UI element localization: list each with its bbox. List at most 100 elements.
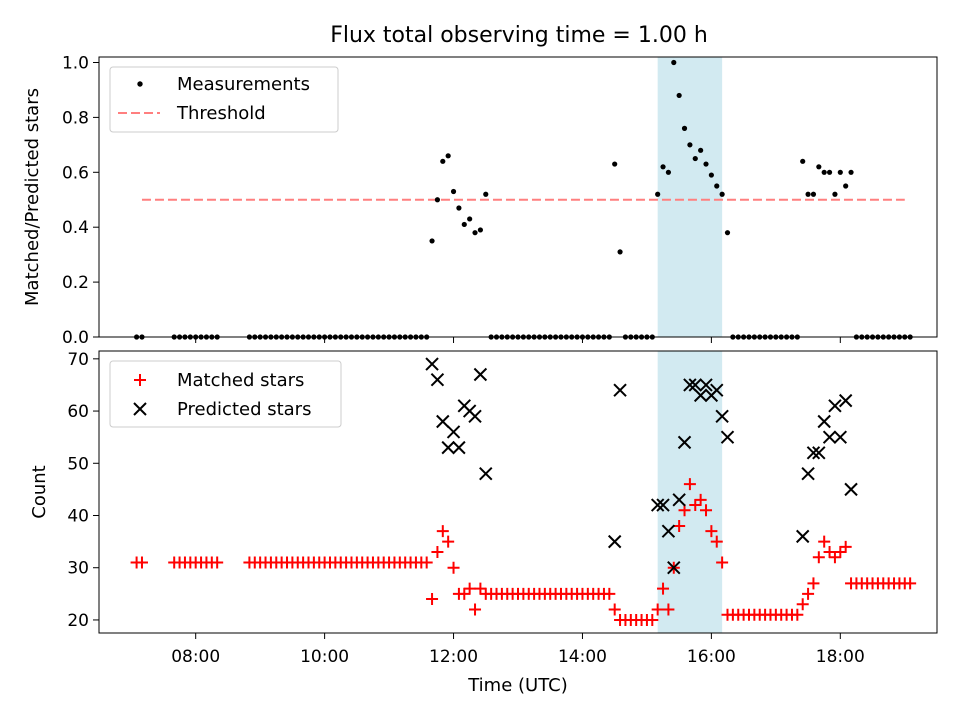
bottom-panel: 20 30 40 50 60 70 08:00 10:00 12:00 14:00 16:00 18… <box>29 350 938 696</box>
matched-star-point <box>420 556 433 569</box>
matched-star-point <box>135 556 148 569</box>
top-panel: 0.0 0.2 0.4 0.6 0.8 1.0 Matched/Predicted sta… <box>22 53 938 348</box>
top-axes-frame <box>98 56 938 338</box>
predicted-star-point <box>715 409 729 423</box>
matched-star-point <box>603 587 616 600</box>
predicted-star-point <box>833 430 848 444</box>
matched-star-point <box>431 546 444 559</box>
measurement-point <box>724 230 731 236</box>
predicted-star-point <box>795 529 810 544</box>
matched-star-point <box>791 608 804 621</box>
top-ytick-label: 0.4 <box>62 218 89 238</box>
bottom-marks <box>130 357 917 626</box>
matched-star-point <box>458 587 471 600</box>
matched-star-point <box>834 546 847 559</box>
top-yticks: 0.0 0.2 0.4 0.6 0.8 1.0 <box>62 53 99 348</box>
measurement-point <box>837 169 843 175</box>
predicted-star-point <box>441 440 455 455</box>
bottom-xtick-label: 16:00 <box>687 647 736 667</box>
matched-star-point <box>796 598 809 611</box>
matched-star-point <box>823 546 836 559</box>
bottom-ytick-label: 40 <box>67 507 89 527</box>
matched-star-point <box>673 519 686 532</box>
measurement-point <box>477 227 483 233</box>
predicted-star-point <box>430 373 445 387</box>
matched-star-point <box>662 603 675 616</box>
matched-star-point <box>689 499 702 512</box>
measurement-point <box>472 230 478 236</box>
legend-measurements-label: Measurements <box>177 74 310 95</box>
matched-star-point <box>426 593 439 606</box>
predicted-star-point <box>710 383 724 397</box>
matched-star-point <box>807 577 820 590</box>
legend-matched-marker <box>134 374 146 386</box>
predicted-star-point <box>720 430 735 444</box>
matched-star-point <box>904 577 917 590</box>
predicted-star-point <box>425 357 439 371</box>
legend-predicted-label: Predicted stars <box>177 399 311 420</box>
matched-star-point <box>646 613 659 626</box>
measurement-point <box>848 169 854 175</box>
measurement-point <box>612 161 618 167</box>
measurement-point <box>429 238 435 244</box>
matched-star-point <box>211 556 224 569</box>
measurement-point <box>434 197 441 203</box>
matched-star-point <box>463 582 476 595</box>
matched-star-point <box>705 525 718 538</box>
top-ylabel: Matched/Predicted stars <box>22 88 43 306</box>
predicted-star-point <box>672 493 686 507</box>
bottom-xtick-label: 14:00 <box>558 647 607 667</box>
matched-star-point <box>716 556 729 569</box>
bottom-highlight-span <box>657 351 723 633</box>
legend-threshold-label: Threshold <box>176 103 266 124</box>
measurement-point <box>676 92 682 99</box>
measurement-point <box>714 183 720 189</box>
matched-star-point <box>683 478 696 491</box>
matched-star-point <box>651 603 664 616</box>
measurement-point <box>719 191 725 197</box>
measurement-point <box>810 191 817 197</box>
bottom-legend: Matched stars Predicted stars <box>109 360 342 428</box>
top-xticks <box>195 337 841 343</box>
measurement-point <box>805 191 811 197</box>
measurement-point <box>832 191 838 197</box>
predicted-star-point <box>473 367 488 382</box>
bottom-ytick-label: 50 <box>67 454 89 474</box>
predicted-star-point <box>650 498 665 512</box>
predicted-star-point <box>812 446 826 460</box>
measurement-point <box>483 191 489 197</box>
predicted-star-point <box>699 378 713 392</box>
measurement-point <box>821 169 827 175</box>
matched-star-point <box>818 535 831 548</box>
predicted-star-point <box>838 393 853 408</box>
matched-star-point <box>447 561 460 574</box>
legend-matched-label: Matched stars <box>177 370 304 391</box>
measurement-point <box>665 169 672 175</box>
bottom-ytick-label: 70 <box>67 350 89 370</box>
top-ytick-label: 0.0 <box>62 328 89 348</box>
predicted-star-point <box>806 446 821 460</box>
measurement-point <box>800 158 806 164</box>
top-ytick-label: 0.6 <box>62 163 89 183</box>
measurement-point <box>816 164 822 170</box>
matched-star-point <box>812 551 825 564</box>
matched-star-point <box>436 525 449 538</box>
bottom-ytick-label: 60 <box>67 402 89 422</box>
measurement-point <box>467 216 473 222</box>
top-legend-box <box>109 66 339 133</box>
predicted-star-point <box>656 498 670 512</box>
measurement-point <box>660 164 666 170</box>
matched-star-point <box>442 535 455 548</box>
predicted-star-point <box>607 534 622 549</box>
measurement-point <box>617 249 623 255</box>
top-ytick-label: 0.8 <box>62 108 89 128</box>
top-highlight-span <box>657 57 723 337</box>
bottom-legend-box <box>109 360 342 428</box>
bottom-yticks: 20 30 40 50 60 70 <box>67 350 99 631</box>
matched-star-point <box>694 493 707 506</box>
matched-star-point <box>839 540 852 553</box>
predicted-star-point <box>693 388 708 403</box>
measurement-point <box>681 125 688 131</box>
bottom-xtick-label: 08:00 <box>171 647 220 667</box>
top-ytick-label: 1.0 <box>62 53 89 73</box>
